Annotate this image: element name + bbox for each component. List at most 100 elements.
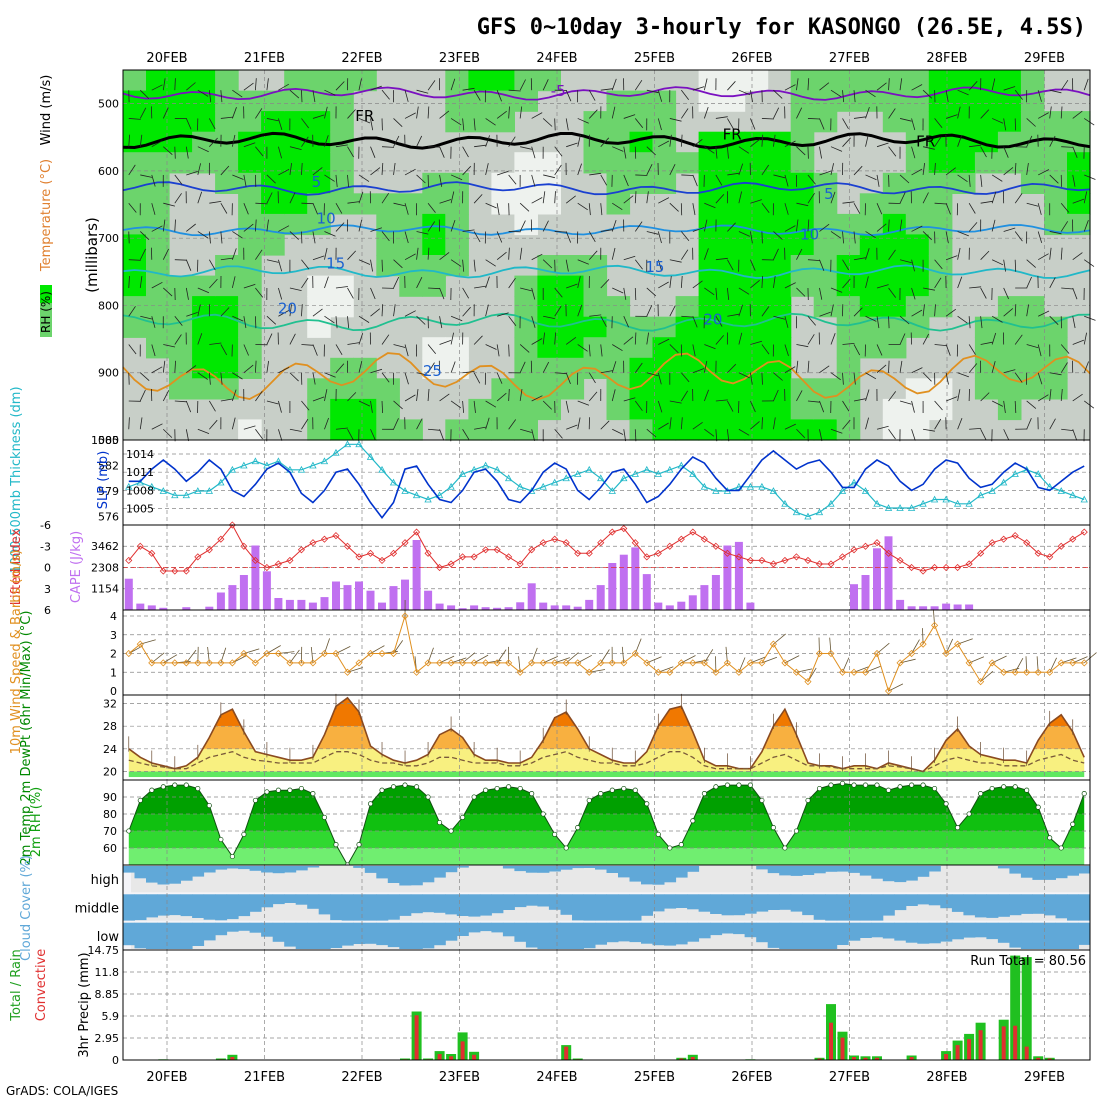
li-tick: 6	[44, 604, 51, 617]
wind-barb	[750, 138, 761, 148]
wind-point	[412, 668, 421, 676]
wind-barb	[876, 344, 883, 356]
li-point	[677, 535, 685, 543]
rh-cell	[790, 255, 815, 277]
wind-barb	[1060, 344, 1070, 354]
cape-bar	[424, 590, 433, 610]
li-point	[412, 528, 421, 536]
wind-barb	[934, 304, 936, 317]
wind-barb	[312, 203, 318, 215]
cloud-cell	[272, 866, 285, 874]
thickness-point	[597, 474, 605, 482]
cape-bar	[711, 575, 720, 610]
wind-barb	[1049, 418, 1056, 430]
wind-barb	[980, 341, 993, 345]
rh-cell	[560, 378, 585, 400]
wind-barb	[554, 305, 562, 317]
rh-cell	[813, 234, 838, 256]
wind-barb	[819, 287, 823, 300]
wind-barb	[474, 285, 487, 289]
rh-point	[966, 811, 972, 817]
thickness-point	[516, 482, 524, 490]
thickness-point	[1057, 487, 1065, 494]
rh-cell	[123, 111, 147, 133]
panel-frame	[122, 439, 1091, 526]
rh-cell	[721, 213, 746, 236]
wind-barb	[1060, 221, 1069, 232]
rh-point	[874, 782, 880, 788]
wind-barb	[335, 222, 345, 232]
temp-band	[128, 771, 1085, 778]
cloud-cell	[560, 866, 573, 870]
cloud-cell	[698, 894, 711, 912]
run-total: Run Total = 80.56	[970, 954, 1086, 969]
wind-barb	[197, 163, 201, 176]
wind-barb	[945, 167, 956, 176]
rh-cell	[146, 337, 170, 359]
precip-conv-bar	[978, 1030, 983, 1060]
wind-barb	[358, 219, 363, 232]
slp-label: SLP (mb)	[96, 451, 111, 510]
li-point	[977, 549, 985, 557]
wind-barb	[450, 332, 454, 345]
wind-barb	[1072, 287, 1078, 300]
cloud-cell	[675, 894, 688, 908]
wind-point	[332, 649, 340, 658]
wind-barb	[842, 90, 845, 103]
li-point	[551, 535, 559, 543]
rh-cell	[744, 337, 769, 359]
wind-barb	[612, 287, 624, 294]
wind-barb	[784, 655, 800, 664]
rh-cell	[330, 152, 354, 174]
wind-barb	[807, 192, 815, 204]
cloud-cell	[710, 894, 723, 914]
rh-cell	[882, 296, 907, 318]
wind-barb	[554, 428, 563, 439]
wind-barb	[934, 277, 942, 289]
rh-cell	[767, 296, 792, 318]
wind-barb	[370, 308, 381, 317]
cape-bar	[458, 608, 467, 610]
temp-tick: 20	[103, 766, 117, 779]
date-label: 21FEB	[244, 51, 285, 66]
wind-barb	[381, 231, 390, 242]
wind-barb	[186, 312, 198, 317]
rh-cell	[836, 357, 861, 379]
wind-barb	[347, 201, 360, 204]
wind-barb	[1072, 316, 1076, 329]
wind-barb	[646, 146, 656, 156]
wind-barb	[140, 372, 150, 381]
wind-barb	[865, 106, 870, 119]
rh-cell	[767, 172, 792, 194]
wind-barb	[554, 287, 563, 298]
precip-conv-bar	[840, 1037, 845, 1060]
rh-point	[483, 787, 489, 793]
rh-cell	[514, 90, 538, 112]
wind-barb	[1014, 259, 1017, 272]
li-point	[182, 567, 190, 575]
wind-point	[505, 659, 513, 667]
thickness-point	[792, 508, 801, 516]
cloud-cell	[376, 894, 389, 921]
wind-barb	[934, 118, 943, 129]
cloud-cell	[364, 866, 377, 873]
rh-point	[414, 784, 420, 790]
cloud-level-label: middle	[75, 902, 119, 917]
wind-barb	[554, 372, 567, 375]
thickness-point	[309, 461, 317, 469]
rh-cell	[445, 193, 469, 215]
wind-barb	[335, 646, 351, 654]
wind-barb	[911, 84, 923, 91]
rh-cell	[675, 152, 700, 174]
rh-cell	[192, 275, 216, 297]
wind-barb	[957, 106, 961, 119]
wind-barb	[243, 203, 249, 215]
cloud-cell	[1020, 866, 1033, 878]
wind-barb	[842, 259, 850, 271]
rh-cell	[951, 90, 976, 112]
rh-cell	[445, 70, 469, 92]
wind-barb	[542, 191, 546, 204]
wind-barb	[715, 194, 725, 204]
wind-barb	[715, 399, 728, 402]
